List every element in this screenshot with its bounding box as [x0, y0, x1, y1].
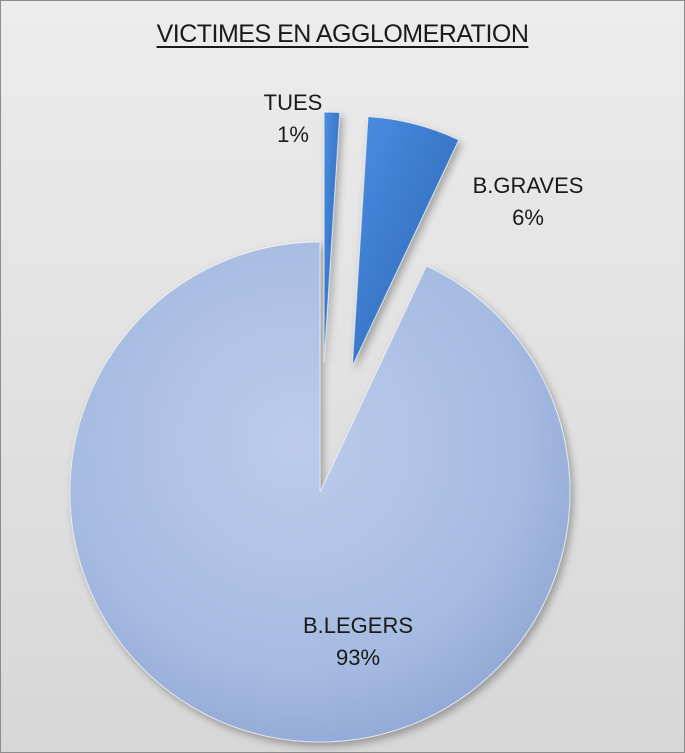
chart-title: VICTIMES EN AGGLOMERATION — [156, 20, 529, 48]
pie-slice-tues — [323, 111, 341, 363]
slice-percent-label: 1% — [277, 122, 309, 147]
slice-percent-label: 93% — [336, 645, 380, 670]
pie-slice-b-graves — [351, 116, 460, 367]
slice-percent-label: 6% — [512, 205, 544, 230]
slice-label: B.GRAVES — [473, 173, 584, 198]
slice-label: B.LEGERS — [303, 613, 413, 638]
slice-label: TUES — [264, 90, 323, 115]
pie-slice-b-legers — [69, 241, 571, 743]
